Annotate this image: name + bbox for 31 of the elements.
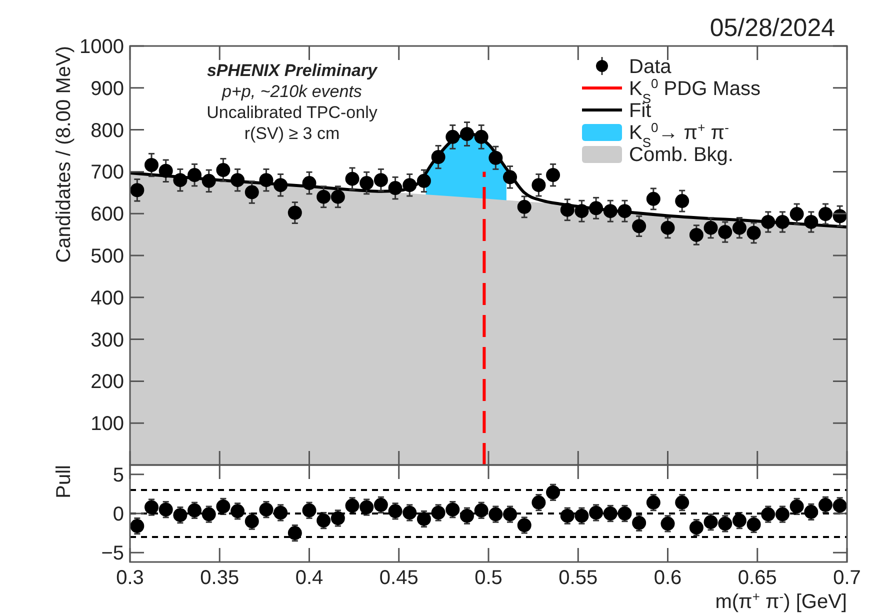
x-tick-label: 0.35 <box>200 567 240 589</box>
annotation: p+p, ~210k events <box>221 82 362 101</box>
y-tick-label: 600 <box>90 204 124 226</box>
y-tick-label: 0 <box>112 504 124 526</box>
y-tick-label: 700 <box>90 162 124 184</box>
y-tick-label: 400 <box>90 287 124 310</box>
x-tick-label: 0.6 <box>654 567 682 589</box>
x-tick-label: 0.4 <box>295 567 324 589</box>
x-tick-label: 0.45 <box>379 567 418 589</box>
legend-label: Data <box>629 56 672 78</box>
y-tick-label: 100 <box>90 413 124 436</box>
annotation: Uncalibrated TPC-only <box>206 103 378 122</box>
x-tick-label: 0.65 <box>738 567 777 589</box>
y-tick-label: −5 <box>101 542 124 565</box>
y-axis-title: Candidates / (8.00 MeV) <box>53 46 75 263</box>
x-tick-label: 0.55 <box>558 567 598 589</box>
x-tick-label: 0.5 <box>474 567 502 589</box>
chart-title: 05/28/2024 <box>710 14 836 42</box>
y-tick-label: 900 <box>90 78 124 100</box>
x-axis-title: m(π$^{+}$ π$^{-}$) [GeV] <box>715 588 847 613</box>
y-tick-label: 800 <box>90 120 124 142</box>
y-tick-label: 300 <box>90 329 124 352</box>
y-tick-label: 200 <box>90 371 124 394</box>
annotation: r(SV) ≥ 3 cm <box>244 124 340 143</box>
y-tick-label: 5 <box>112 464 124 486</box>
annotation: sPHENIX Preliminary <box>206 61 379 80</box>
y-tick-label: 1000 <box>80 36 124 58</box>
x-tick-label: 0.3 <box>116 567 144 589</box>
y-axis-title: Pull <box>53 465 75 498</box>
y-tick-label: 500 <box>90 246 124 268</box>
x-tick-label: 0.7 <box>833 567 861 589</box>
